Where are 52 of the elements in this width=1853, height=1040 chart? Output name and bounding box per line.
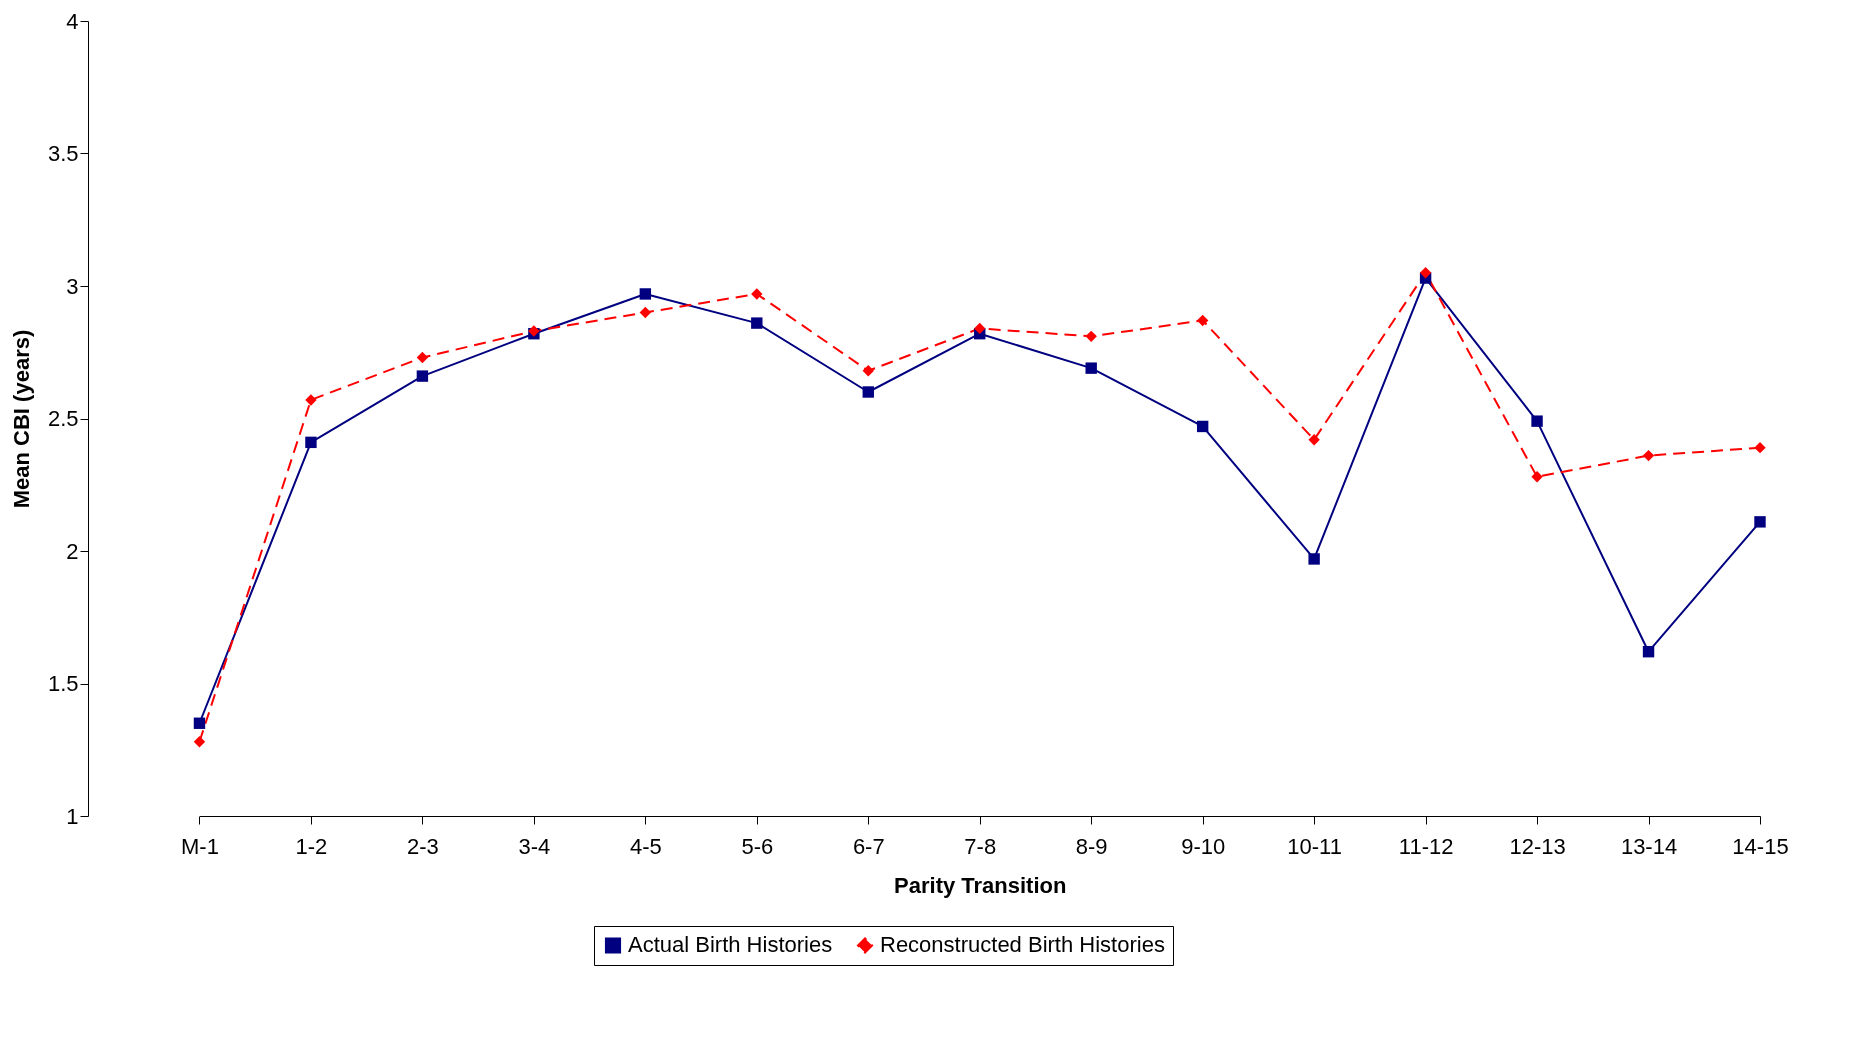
x-tick-label: 14-15 (1732, 833, 1789, 859)
point (751, 288, 763, 300)
point (639, 306, 652, 319)
y-tick-label: 4 (66, 8, 79, 34)
y-tick-label: 2.5 (47, 406, 79, 431)
x-tick-label: 12-13 (1509, 833, 1566, 859)
x-tick-label: 3-4 (518, 833, 551, 859)
x-tick-label: 2-3 (407, 833, 439, 859)
legend-label: Actual Birth Histories (628, 932, 833, 958)
point (1642, 646, 1655, 658)
point (1085, 330, 1097, 343)
point (193, 717, 206, 729)
y-tick-label: 3.5 (47, 141, 79, 166)
point (751, 317, 763, 329)
x-tick-label: 4-5 (629, 833, 662, 859)
x-tick-label: 9-10 (1181, 833, 1226, 859)
point (1085, 362, 1097, 374)
y-axis-title: Mean CBI (years) (8, 329, 34, 509)
y-tick-label: 1 (66, 803, 79, 829)
x-tick-label: 10-11 (1287, 833, 1342, 859)
x-axis-title: Parity Transition (894, 872, 1067, 898)
point (639, 288, 652, 300)
point (1754, 441, 1766, 454)
point (1642, 449, 1655, 462)
y-tick-label: 2 (66, 538, 79, 564)
point (974, 322, 986, 335)
point (305, 436, 317, 449)
point (862, 365, 874, 377)
point (862, 386, 874, 398)
point (1531, 471, 1543, 483)
x-tick-label: 5-6 (741, 833, 774, 859)
x-tick-label: 7-8 (964, 833, 997, 859)
point (1754, 516, 1766, 528)
point (1196, 420, 1209, 433)
point (305, 394, 317, 406)
legend-label: Reconstructed Birth Histories (880, 932, 1165, 958)
point (1196, 314, 1209, 327)
x-tick-label: 13-14 (1620, 833, 1678, 859)
y-tick-label: 3 (66, 273, 79, 299)
point (1308, 434, 1320, 446)
point (1419, 267, 1432, 279)
y-tick-label: 1.5 (47, 671, 79, 696)
x-tick-label: 6-7 (852, 833, 885, 859)
point (1531, 415, 1543, 427)
x-tick-label: M-1 (181, 833, 219, 859)
x-tick-label: 1-2 (295, 833, 328, 859)
point (416, 351, 429, 364)
point (416, 370, 429, 382)
x-tick-label: 8-9 (1075, 833, 1108, 859)
x-tick-label: 11-12 (1398, 833, 1454, 859)
point (193, 736, 206, 748)
point (1308, 553, 1320, 565)
